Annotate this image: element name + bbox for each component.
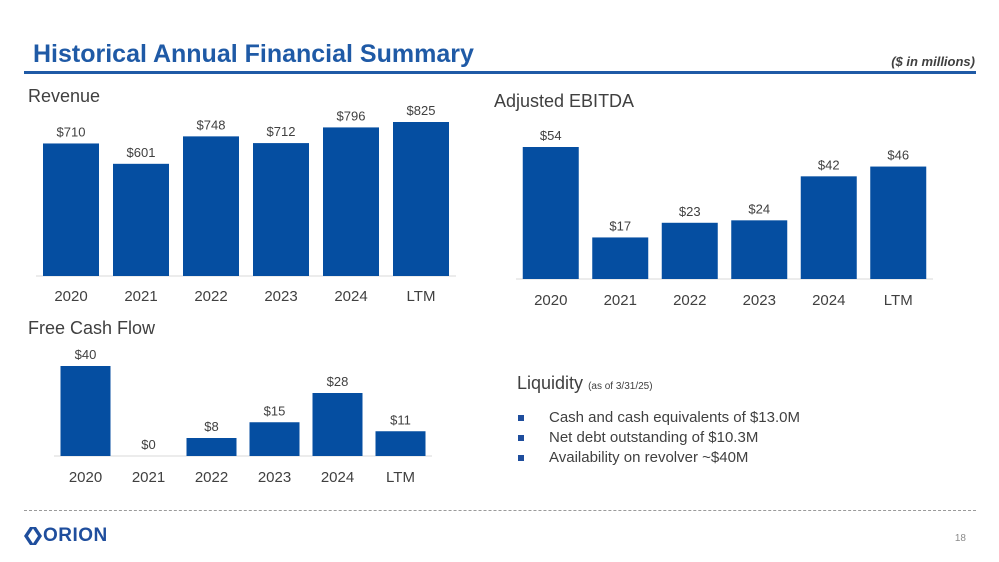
liquidity-subtitle: (as of 3/31/25) [588,381,653,392]
x-tick-label: LTM [884,292,913,309]
x-tick-label: 2021 [132,469,165,486]
x-tick-label: 2022 [194,288,227,305]
bar-2022 [186,438,237,456]
x-tick-label: 2021 [124,288,157,305]
x-tick-label: 2022 [673,292,706,309]
data-label: $748 [197,117,226,132]
x-tick-label: 2023 [264,288,297,305]
x-tick-label: 2024 [321,469,354,486]
x-tick-label: 2024 [812,292,845,309]
data-label: $712 [267,124,296,139]
bar-2023 [731,220,788,279]
data-label: $42 [818,157,840,172]
data-label: $11 [390,412,411,427]
list-item: Availability on revolver ~$40M [517,448,800,468]
page-title: Historical Annual Financial Summary [33,40,474,68]
data-label: $46 [887,148,909,163]
logo-text: ORION [43,525,108,546]
ebitda-chart: $54 2020 $17 2021 $23 2022 $24 2023 $42 2024 $46 LT… [516,128,933,309]
x-tick-label: LTM [386,469,415,486]
x-tick-label: 2024 [334,288,367,305]
bar-2020 [43,143,99,276]
liquidity-title-text: Liquidity [517,373,584,393]
x-tick-label: 2023 [258,469,291,486]
data-label: $17 [609,218,631,233]
revenue-chart-title: Revenue [28,86,101,106]
bar-2023 [253,143,309,276]
bar-2024 [800,176,857,279]
bar-ltm [375,431,426,456]
bar-2023 [249,422,300,456]
liquidity-title: Liquidity (as of 3/31/25) [517,373,653,394]
data-label: $54 [540,128,562,143]
data-label: $24 [748,201,770,216]
list-item: Cash and cash equivalents of $13.0M [517,408,800,428]
ebitda-chart-title: Adjusted EBITDA [494,91,635,111]
x-tick-label: 2020 [534,292,567,309]
bar-2020 [522,147,579,279]
bar-2021 [113,163,169,276]
data-label: $8 [204,419,218,434]
x-tick-label: 2020 [69,469,102,486]
x-tick-label: LTM [407,288,436,305]
liquidity-list: Cash and cash equivalents of $13.0M Net … [517,408,800,468]
x-tick-label: 2022 [195,469,228,486]
data-label: $23 [679,204,701,219]
list-item-text: Availability on revolver ~$40M [549,449,749,466]
bullet-icon [518,435,524,441]
bar-ltm [870,166,927,279]
data-label: $15 [264,403,286,418]
revenue-chart: $710 2020 $601 2021 $748 2022 $712 2023 $796 2024… [36,103,456,305]
orion-logo-icon [24,527,42,545]
units-note: ($ in millions) [891,54,975,69]
bar-2022 [183,136,239,276]
bar-2024 [312,393,363,456]
data-label: $601 [127,145,156,160]
bar-2020 [60,366,111,456]
x-tick-label: 2021 [604,292,637,309]
x-tick-label: 2023 [743,292,776,309]
bullet-icon [518,455,524,461]
data-label: $825 [407,103,436,118]
x-tick-label: 2020 [54,288,87,305]
title-rule [24,71,976,74]
data-label: $0 [141,437,155,452]
data-label: $710 [57,124,86,139]
data-label: $28 [327,374,349,389]
bar-2021 [592,237,649,279]
fcf-chart-title: Free Cash Flow [28,318,156,338]
data-label: $796 [337,108,366,123]
bullet-icon [518,415,524,421]
bar-ltm [393,122,449,276]
list-item-text: Net debt outstanding of $10.3M [549,429,759,446]
page-number: 18 [954,533,966,544]
bar-2024 [323,127,379,276]
footer-divider [24,510,976,511]
list-item-text: Cash and cash equivalents of $13.0M [549,409,800,426]
bar-2022 [661,222,718,279]
fcf-chart: $40 2020 $0 2021 $8 2022 $15 2023 $28 2024 $11 LTM [54,347,432,486]
list-item: Net debt outstanding of $10.3M [517,428,800,448]
data-label: $40 [75,347,97,362]
